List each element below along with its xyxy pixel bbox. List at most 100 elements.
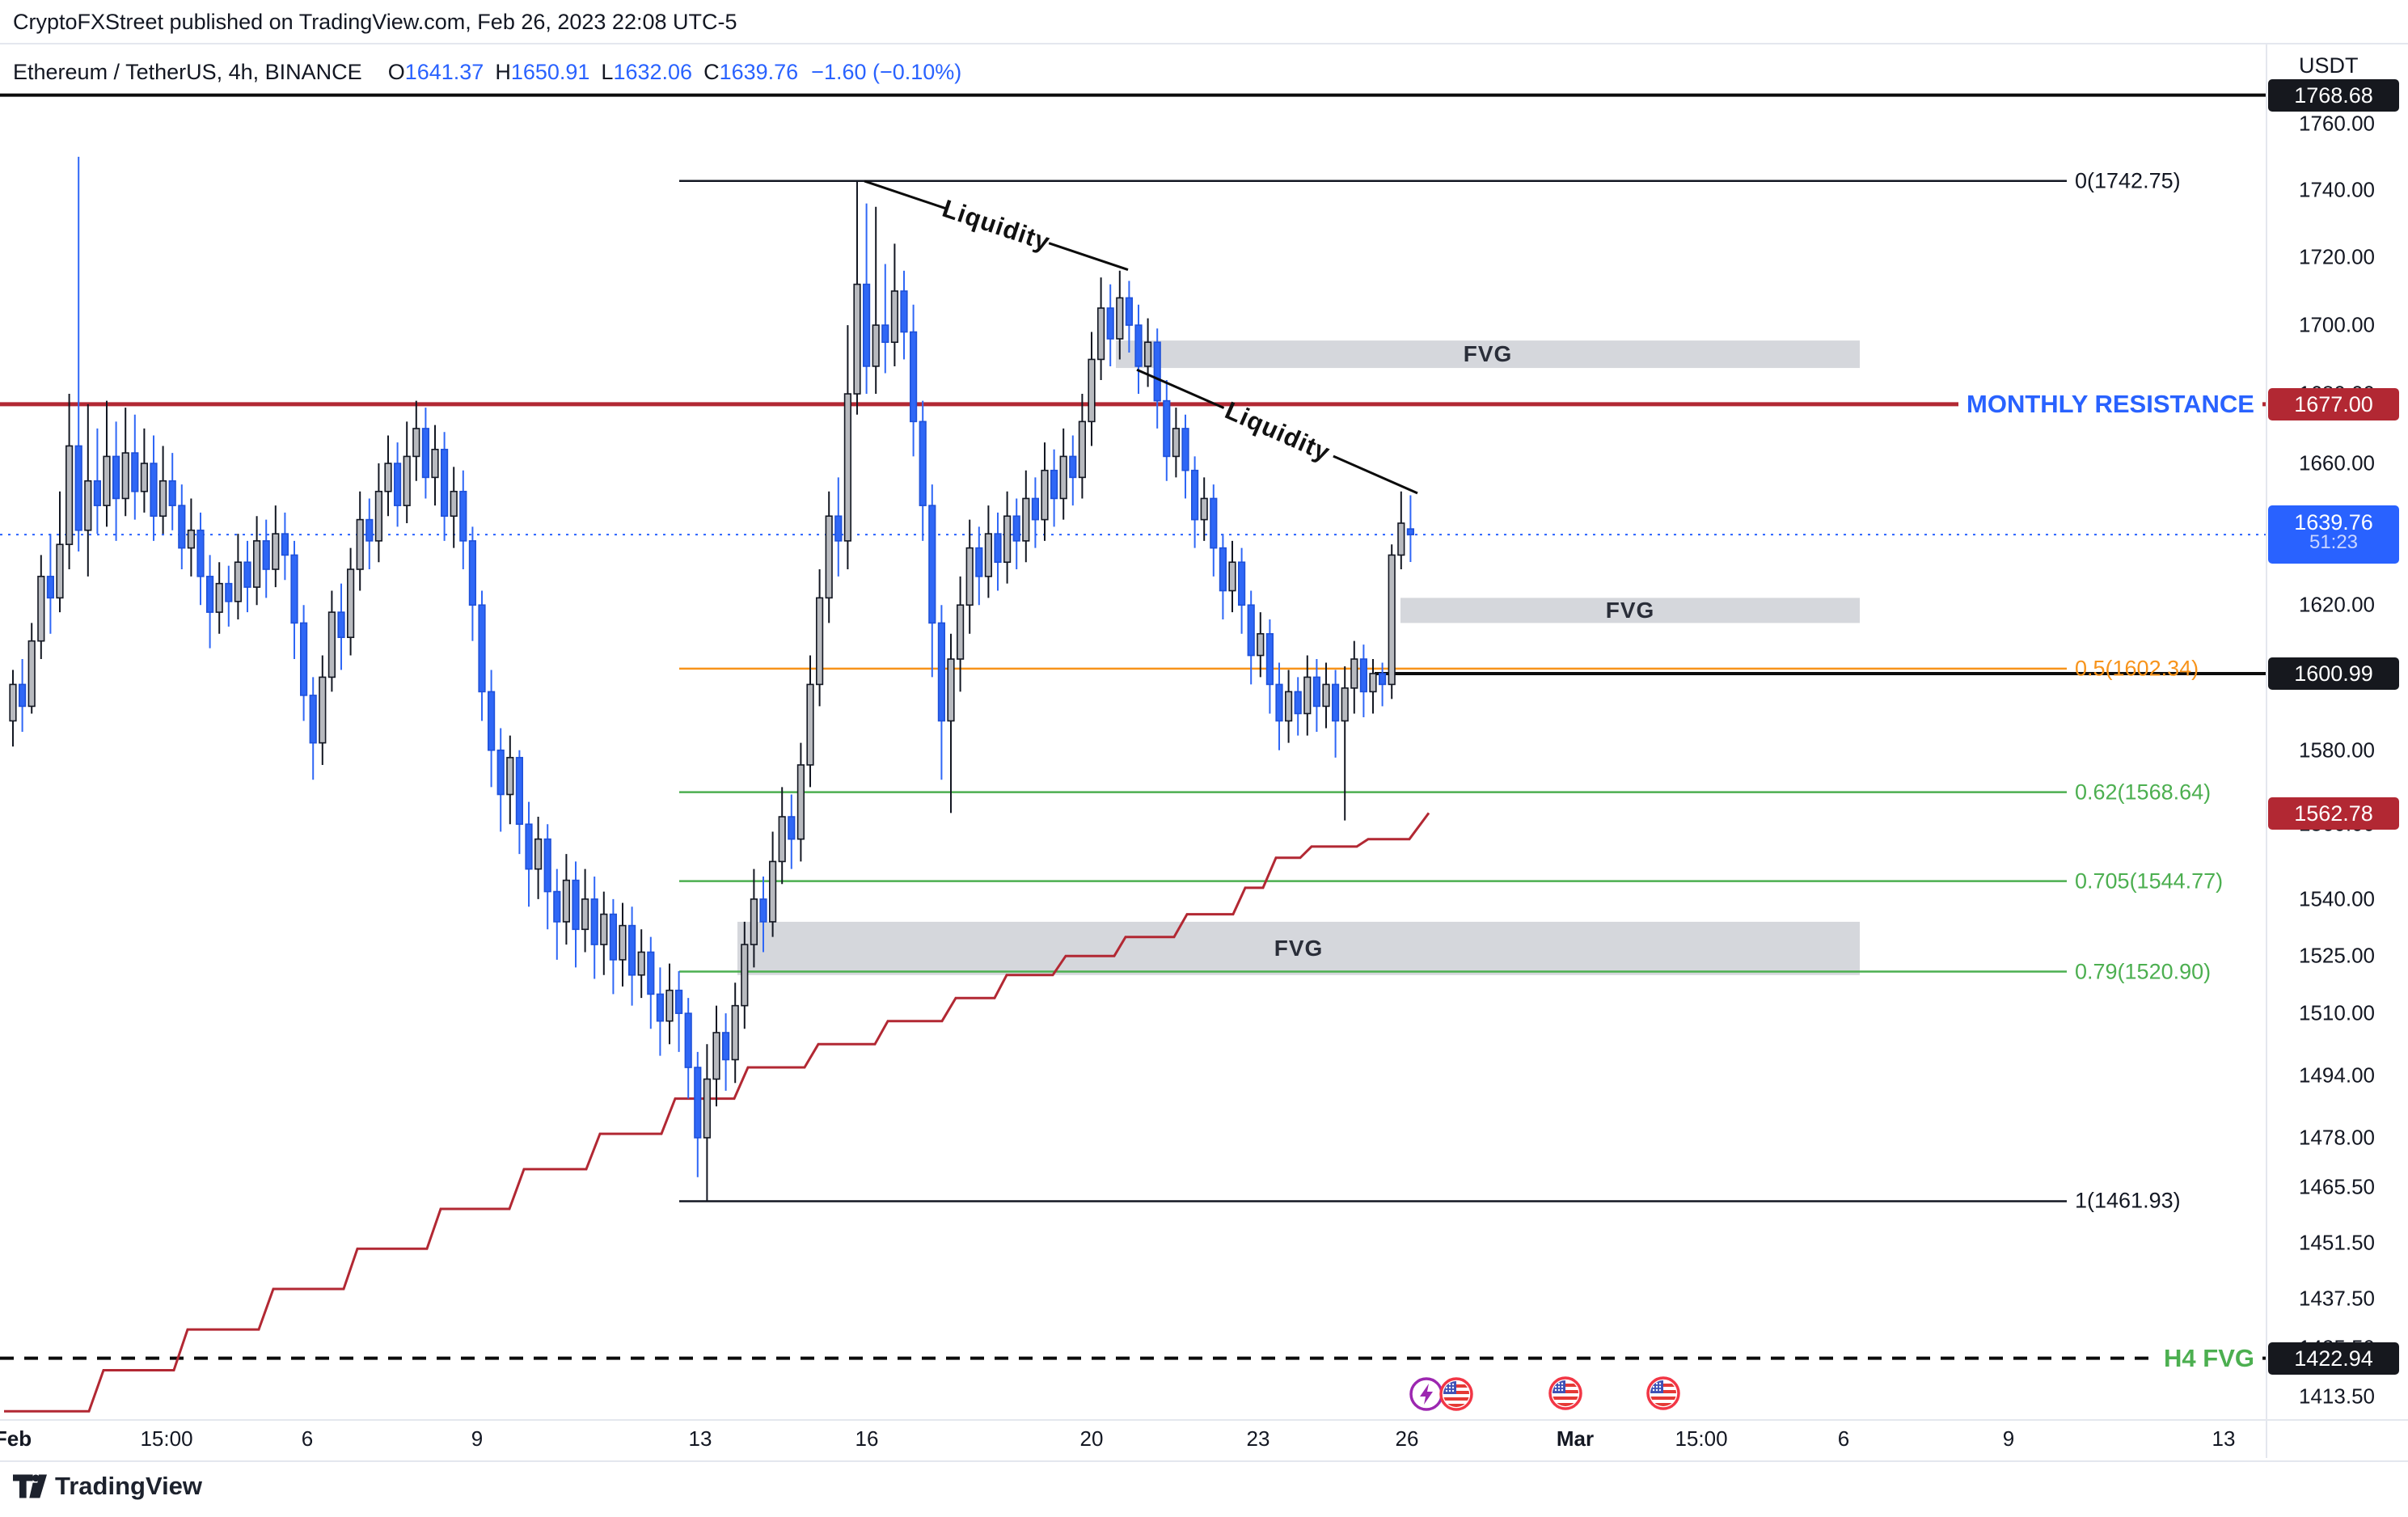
price-axis[interactable]: [2266, 43, 2408, 1419]
candle-body: [994, 533, 1002, 564]
candle-body: [450, 490, 458, 518]
fvg-box[interactable]: [1116, 340, 1860, 369]
candle-body: [1191, 469, 1199, 521]
price-badge: 1562.78: [2268, 797, 2399, 830]
candle-body: [1172, 428, 1180, 458]
price-tick: 1760.00: [2299, 111, 2375, 136]
candle-body: [1406, 528, 1414, 535]
candle-body: [825, 515, 833, 599]
time-tick: 20: [1079, 1426, 1104, 1451]
ohlc-value: 1632.06: [613, 60, 693, 84]
candle-body: [234, 561, 243, 602]
price-badge: 1768.68: [2268, 78, 2399, 112]
candle-body: [637, 951, 645, 976]
us-flag-event-icon[interactable]: [1645, 1375, 1681, 1411]
symbol-name[interactable]: Ethereum / TetherUS, 4h, BINANCE: [13, 60, 362, 84]
candle-body: [478, 604, 486, 693]
fvg-label: FVG: [1463, 341, 1513, 367]
candle-body: [543, 838, 551, 893]
candle-body: [1247, 604, 1255, 657]
candle-body: [665, 989, 674, 1022]
time-tick: 16: [855, 1426, 879, 1451]
zigzag-line[interactable]: [4, 812, 1430, 1413]
candle-body: [619, 924, 627, 961]
candle-body: [853, 283, 861, 395]
price-tick: 1580.00: [2299, 737, 2375, 763]
candle-body: [1200, 497, 1208, 521]
ohlc-key: L: [601, 60, 614, 84]
plot-area[interactable]: [0, 93, 2266, 1413]
liquidity-trendline[interactable]: [1048, 242, 1129, 271]
candle-body: [365, 518, 374, 542]
candle-body: [590, 898, 598, 945]
symbol-title-row: Ethereum / TetherUS, 4h, BINANCE O1641.37…: [13, 60, 961, 85]
candle-body: [356, 518, 364, 570]
candle-body: [262, 540, 270, 570]
candle-body: [919, 420, 927, 506]
candle-body: [957, 604, 965, 660]
candle-body: [1275, 683, 1283, 722]
candle-body: [1285, 691, 1293, 722]
us-flag-event-icon[interactable]: [1438, 1376, 1474, 1412]
time-tick: 9: [2002, 1426, 2015, 1451]
liquidity-trendline[interactable]: [864, 180, 947, 210]
time-axis[interactable]: [0, 1419, 2266, 1460]
liquidity-trendline[interactable]: [1333, 454, 1418, 495]
fvg-box[interactable]: [1400, 598, 1860, 623]
candle-body: [834, 515, 843, 542]
candle-body: [788, 816, 796, 840]
candle-body: [421, 428, 429, 479]
time-axis-divider: [0, 1419, 2408, 1421]
candle-body: [1397, 522, 1405, 556]
candle-body: [1303, 676, 1312, 715]
price-tick: 1720.00: [2299, 244, 2375, 269]
time-tick: 9: [471, 1426, 484, 1451]
candle-body: [393, 463, 402, 506]
candle-body: [1369, 673, 1377, 693]
candle-body: [890, 290, 898, 344]
candle-body: [1322, 683, 1330, 708]
liquidity-trendline[interactable]: [1136, 368, 1225, 409]
fib-label: 0.5(1602.34): [2075, 656, 2199, 681]
candle-body: [468, 540, 476, 606]
candle-body: [168, 480, 176, 506]
candle-body: [225, 582, 233, 602]
candle-body: [1153, 341, 1161, 402]
candle-body: [1238, 561, 1246, 606]
candle-body: [84, 480, 92, 531]
candle-body: [525, 823, 533, 870]
candle-body: [947, 658, 955, 722]
fvg-box[interactable]: [737, 921, 1860, 975]
candle-body: [140, 463, 149, 492]
fib-label: 0.705(1544.77): [2075, 868, 2224, 894]
candle-body: [374, 490, 383, 542]
us-flag-event-icon[interactable]: [1548, 1375, 1583, 1411]
candle-body: [741, 944, 749, 1007]
candle-body: [440, 448, 449, 518]
candle-body: [581, 898, 589, 931]
price-badge: 1639.76 51:23: [2268, 505, 2399, 564]
tradingview-logo[interactable]: TradingView: [13, 1472, 202, 1501]
candle-body: [496, 749, 505, 796]
fib-label: 1(1461.93): [2075, 1188, 2181, 1213]
price-tick: 1437.50: [2299, 1286, 2375, 1311]
h4-fvg-label: H4 FVG: [2156, 1342, 2262, 1375]
monthly-resistance-label: MONTHLY RESISTANCE: [1958, 387, 2262, 420]
candle-body: [815, 597, 824, 686]
candle-body: [694, 1067, 702, 1139]
candle-body: [1031, 497, 1039, 521]
candle-body: [1388, 554, 1396, 686]
price-tick: 1525.00: [2299, 943, 2375, 968]
candle-body: [290, 554, 298, 624]
candle-body: [796, 764, 805, 840]
ohlc-value: 1641.37: [404, 60, 484, 84]
candle-body: [965, 547, 974, 606]
candle-body: [37, 576, 45, 642]
candle-body: [1379, 673, 1387, 686]
candle-body: [609, 913, 617, 961]
candle-body: [412, 428, 420, 458]
candle-body: [65, 445, 74, 546]
fvg-label: FVG: [1274, 935, 1324, 961]
ohlc-key: O: [387, 60, 405, 84]
